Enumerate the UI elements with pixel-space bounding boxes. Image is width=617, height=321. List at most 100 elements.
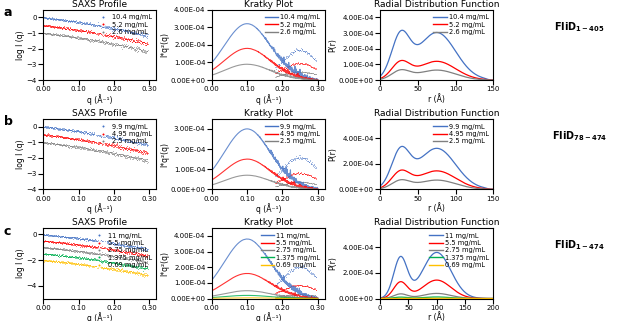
Point (108, 266, 118, 271)
Point (143, 151, 152, 156)
Point (49, 233, 59, 238)
Point (286, 173, 296, 178)
Point (75, 234, 85, 239)
Point (133, 256, 143, 262)
Point (51, 126, 60, 131)
Point (57, 34, 67, 39)
Point (102, 134, 112, 139)
Point (80, 138, 90, 143)
Point (276, 183, 286, 188)
Point (125, 43, 135, 48)
Point (65, 144, 75, 149)
Point (128, 140, 138, 145)
Point (129, 155, 139, 160)
Point (143, 252, 152, 257)
Point (66, 261, 76, 266)
Point (62, 126, 72, 132)
Point (139, 265, 149, 271)
Point (138, 50, 148, 55)
Point (109, 135, 119, 141)
Point (114, 34, 123, 39)
Point (101, 150, 111, 155)
Point (83, 130, 93, 135)
Point (97, 258, 107, 264)
Text: b: b (4, 115, 12, 128)
Point (142, 142, 152, 147)
Point (118, 268, 128, 273)
Point (105, 240, 115, 245)
Point (67, 248, 77, 253)
Point (64, 143, 73, 148)
Point (100, 253, 110, 258)
Point (138, 141, 147, 146)
Point (91, 147, 101, 152)
Point (141, 31, 151, 36)
Point (80, 235, 89, 240)
Point (90, 237, 100, 242)
Point (80, 129, 90, 134)
Point (122, 249, 132, 254)
Point (49, 240, 59, 246)
Point (105, 30, 115, 36)
Point (93, 256, 102, 262)
Point (295, 282, 305, 287)
Point (94, 258, 104, 263)
Point (283, 174, 292, 179)
Point (41, 251, 51, 256)
Point (278, 166, 288, 171)
Point (91, 37, 101, 42)
Point (131, 155, 141, 160)
Point (129, 47, 139, 52)
Point (72, 242, 82, 247)
Point (273, 74, 283, 79)
Point (48, 24, 57, 29)
Point (81, 28, 91, 33)
Point (284, 173, 294, 178)
Point (41, 238, 51, 243)
Point (119, 138, 129, 143)
Point (133, 30, 143, 36)
Point (287, 292, 297, 297)
Point (90, 31, 100, 36)
Point (104, 241, 114, 246)
Point (83, 146, 93, 152)
Point (72, 248, 81, 253)
Point (141, 149, 151, 154)
Point (304, 160, 314, 165)
Point (128, 39, 138, 44)
Point (133, 270, 143, 275)
Point (69, 261, 79, 266)
Point (125, 249, 135, 255)
Point (97, 239, 107, 244)
Point (44, 132, 54, 137)
Point (102, 258, 112, 264)
Point (133, 39, 143, 44)
Y-axis label: P(r): P(r) (328, 38, 337, 52)
Point (60, 135, 70, 140)
Point (306, 64, 316, 69)
Point (72, 249, 82, 254)
Point (129, 31, 139, 37)
Point (129, 246, 139, 251)
Point (307, 293, 317, 298)
Point (60, 127, 70, 132)
Point (70, 241, 80, 247)
Point (113, 241, 123, 247)
Point (135, 271, 145, 276)
Point (96, 246, 106, 251)
Point (114, 43, 123, 48)
Point (82, 250, 92, 255)
Point (138, 149, 147, 154)
Point (83, 262, 93, 267)
Point (115, 43, 125, 48)
Point (79, 249, 89, 254)
Point (130, 264, 139, 269)
Point (62, 26, 72, 31)
Point (91, 140, 101, 145)
Point (310, 286, 320, 291)
Point (46, 233, 56, 239)
Point (114, 35, 124, 40)
Point (125, 244, 135, 249)
Point (286, 62, 296, 67)
Point (138, 140, 148, 145)
